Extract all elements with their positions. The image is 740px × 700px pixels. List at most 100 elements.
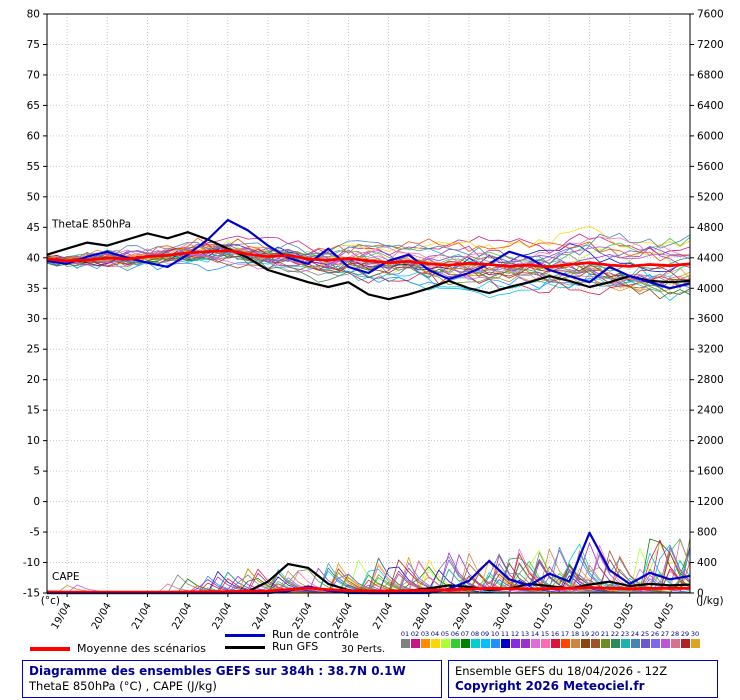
x-axis-tick-label: 01/05 xyxy=(532,601,556,631)
left-axis-tick-label: -5 xyxy=(30,527,40,539)
chart-legend: Moyenne des scénarios Run de contrôle Ru… xyxy=(0,629,740,659)
pert-color-swatch xyxy=(650,639,660,648)
pert-legend-item: 07 xyxy=(460,630,470,648)
plot-frame xyxy=(46,13,691,594)
pert-color-swatch xyxy=(630,639,640,648)
pert-legend-item: 18 xyxy=(570,630,580,648)
pert-color-swatch xyxy=(600,639,610,648)
pert-legend-item: 02 xyxy=(410,630,420,648)
x-axis-tick-label: 24/04 xyxy=(251,601,275,631)
pert-number: 05 xyxy=(440,630,450,638)
right-axis-tick-label: 0 xyxy=(697,588,704,600)
pert-legend-item: 05 xyxy=(440,630,450,648)
pert-number: 02 xyxy=(410,630,420,638)
pert-number: 11 xyxy=(500,630,510,638)
pert-number: 12 xyxy=(510,630,520,638)
pert-color-swatch xyxy=(670,639,680,648)
pert-color-swatch xyxy=(410,639,420,648)
ensemble-member-theta-line xyxy=(46,225,691,265)
thetae-annotation-label: ThetaE 850hPa xyxy=(51,218,131,230)
right-axis-tick-label: 2800 xyxy=(697,374,724,386)
left-axis-tick-label: 15 xyxy=(27,405,40,417)
pert-legend-item: 25 xyxy=(640,630,650,648)
ensemble-member-theta-line xyxy=(46,236,691,269)
pert-number: 10 xyxy=(490,630,500,638)
ensemble-member-theta-line xyxy=(46,244,691,276)
pert-color-swatch xyxy=(490,639,500,648)
left-axis-tick-label: 25 xyxy=(27,344,40,356)
pert-number: 28 xyxy=(670,630,680,638)
ensemble-member-theta-line xyxy=(46,232,691,267)
pert-number: 04 xyxy=(430,630,440,638)
pert-legend-item: 04 xyxy=(430,630,440,648)
pert-legend-item: 08 xyxy=(470,630,480,648)
x-axis-tick-label: 21/04 xyxy=(130,601,154,631)
mean-theta-line xyxy=(46,249,691,269)
legend-gfs-label: Run GFS xyxy=(272,640,319,653)
ensemble-member-theta-line xyxy=(46,246,691,275)
pert-legend-item: 13 xyxy=(520,630,530,648)
pert-number: 30 xyxy=(690,630,700,638)
pert-number: 20 xyxy=(590,630,600,638)
pert-legend-item: 19 xyxy=(580,630,590,648)
x-axis-tick-label: 28/04 xyxy=(411,601,435,631)
pert-color-swatch xyxy=(430,639,440,648)
pert-legend-item: 09 xyxy=(480,630,490,648)
right-axis-unit-label: (J/kg) xyxy=(696,595,724,607)
legend-control-label: Run de contrôle xyxy=(272,628,359,641)
pert-legend-item: 17 xyxy=(560,630,570,648)
pert-legend-item: 15 xyxy=(540,630,550,648)
left-axis-tick-label: 55 xyxy=(27,161,40,173)
right-axis-tick-label: 7200 xyxy=(697,39,724,51)
left-axis-tick-label: 0 xyxy=(33,496,40,508)
pert-legend-item: 26 xyxy=(650,630,660,648)
pert-color-swatch xyxy=(460,639,470,648)
left-axis-tick-label: -15 xyxy=(23,588,40,600)
right-axis-tick-label: 6800 xyxy=(697,69,724,81)
pert-color-swatch xyxy=(450,639,460,648)
diagram-title: Diagramme des ensembles GEFS sur 384h : … xyxy=(29,664,406,678)
left-axis-tick-label: 75 xyxy=(27,39,40,51)
pert-number: 21 xyxy=(600,630,610,638)
pert-legend-item: 23 xyxy=(620,630,630,648)
legend-perts-label: 30 Perts. xyxy=(341,644,386,655)
pert-legend-item: 03 xyxy=(420,630,430,648)
right-axis-tick-label: 2400 xyxy=(697,405,724,417)
pert-number: 13 xyxy=(520,630,530,638)
pert-color-swatch xyxy=(550,639,560,648)
right-axis-tick-label: 1200 xyxy=(697,496,724,508)
diagram-info-box: Diagramme des ensembles GEFS sur 384h : … xyxy=(22,660,442,698)
pert-legend-item: 21 xyxy=(600,630,610,648)
pert-legend-item: 10 xyxy=(490,630,500,648)
x-axis-tick-label: 25/04 xyxy=(291,601,315,631)
pert-number: 24 xyxy=(630,630,640,638)
pert-legend-item: 28 xyxy=(670,630,680,648)
pert-color-swatch xyxy=(590,639,600,648)
pert-legend-item: 30 xyxy=(690,630,700,648)
right-axis-tick-label: 6400 xyxy=(697,100,724,112)
pert-number: 14 xyxy=(530,630,540,638)
x-axis-tick-label: 04/05 xyxy=(653,601,677,631)
pert-legend-item: 22 xyxy=(610,630,620,648)
pert-color-swatch xyxy=(680,639,690,648)
pert-color-swatch xyxy=(480,639,490,648)
pert-color-swatch xyxy=(620,639,630,648)
pert-number: 17 xyxy=(560,630,570,638)
right-axis-tick-label: 6000 xyxy=(697,130,724,142)
pert-legend-item: 12 xyxy=(510,630,520,648)
x-axis-tick-label: 03/05 xyxy=(612,601,636,631)
pert-color-swatch xyxy=(580,639,590,648)
gfs-line-swatch xyxy=(225,645,265,649)
x-axis-tick-label: 20/04 xyxy=(90,601,114,631)
left-axis-tick-label: 60 xyxy=(27,130,40,142)
left-axis-unit-label: (°c) xyxy=(41,595,60,607)
mean-cape-line xyxy=(46,586,690,594)
control-run-theta-line xyxy=(46,218,691,290)
right-axis-tick-label: 4400 xyxy=(697,252,724,264)
pert-legend-item: 14 xyxy=(530,630,540,648)
pert-legend-item: 20 xyxy=(590,630,600,648)
left-axis-tick-label: 70 xyxy=(27,69,40,81)
ensemble-member-theta-line xyxy=(46,237,691,262)
